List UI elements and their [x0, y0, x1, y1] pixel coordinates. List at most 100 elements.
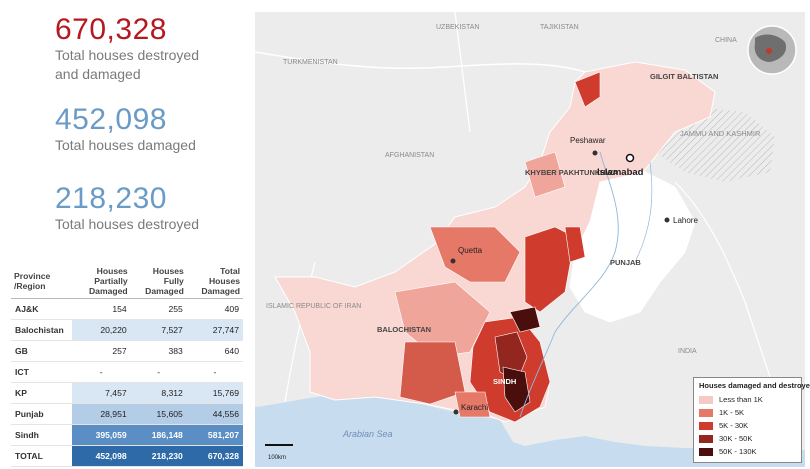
- table-row: KP 7,457 8,312 15,769: [11, 382, 243, 404]
- capital-marker: [625, 153, 635, 163]
- district-region: [502, 366, 531, 413]
- country-label: TURKMENISTAN: [283, 59, 338, 66]
- fully-cell: 383: [130, 340, 187, 362]
- province-cell: Balochistan: [11, 319, 72, 341]
- sea-label: Arabian Sea: [342, 429, 393, 439]
- stat-label: Total houses damaged: [55, 137, 196, 153]
- country-label: ISLAMIC REPUBLIC OF IRAN: [266, 303, 361, 310]
- col-header-province: Province /Region: [11, 264, 72, 299]
- legend-label: 30K - 50K: [719, 434, 753, 443]
- table-body: AJ&K 154 255 409 Balochistan 20,220 7,527 27,74…: [11, 298, 243, 467]
- table-row: Sindh 395,059 186,148 581,207: [11, 424, 243, 446]
- table-row: Punjab 28,951 15,605 44,556: [11, 403, 243, 425]
- partial-cell: 154: [71, 298, 131, 320]
- fully-cell: 218,230: [130, 445, 187, 467]
- table-row: GB 257 383 640: [11, 340, 243, 362]
- legend-item: 5K - 30K: [699, 419, 796, 432]
- border-line: [674, 181, 776, 393]
- table-header-row: Province /Region Houses Partially Damage…: [11, 264, 243, 299]
- stat-label: and damaged: [55, 66, 141, 82]
- country-label: TAJIKISTAN: [540, 24, 579, 31]
- city-marker: [453, 409, 459, 415]
- table-row: ICT - - -: [11, 361, 243, 383]
- city-marker: [450, 258, 456, 264]
- partial-cell: 452,098: [71, 445, 131, 467]
- legend-item: 1K - 5K: [699, 406, 796, 419]
- legend-label: 50K - 130K: [719, 447, 757, 456]
- province-cell: ICT: [11, 361, 72, 383]
- legend-item: Less than 1K: [699, 393, 796, 406]
- legend-swatch: [699, 447, 713, 456]
- district-region: [429, 226, 521, 283]
- province-cell: GB: [11, 340, 72, 362]
- province-cell: KP: [11, 382, 72, 404]
- table-row: AJ&K 154 255 409: [11, 298, 243, 320]
- col-header-partial: Houses Partially Damaged: [71, 264, 131, 299]
- region-label: BALOCHISTAN: [377, 325, 431, 334]
- fully-cell: 186,148: [130, 424, 187, 446]
- total-cell: -: [186, 361, 243, 383]
- table-row: Balochistan 20,220 7,527 27,747: [11, 319, 243, 341]
- district-region: [524, 151, 566, 198]
- district-region: [509, 306, 541, 333]
- legend-label: 1K - 5K: [719, 408, 745, 417]
- total-cell: 15,769: [186, 382, 243, 404]
- city-label: Karachi: [461, 403, 488, 412]
- country-label: CHINA: [715, 37, 737, 44]
- district-region: [564, 226, 586, 263]
- city-label: Lahore: [673, 216, 698, 225]
- city-label: Islamabad: [597, 167, 644, 178]
- globe-landmass: [754, 34, 787, 62]
- city-label: Peshawar: [570, 136, 606, 145]
- country-label: UZBEKISTAN: [436, 24, 479, 31]
- globe-location: [766, 48, 772, 54]
- col-header-fully: Houses Fully Damaged: [130, 264, 187, 299]
- fully-cell: 255: [130, 298, 187, 320]
- total-cell: 27,747: [186, 319, 243, 341]
- border-line: [454, 12, 471, 133]
- country-label: INDIA: [678, 348, 697, 355]
- table-row: TOTAL 452,098 218,230 670,328: [11, 445, 243, 467]
- stat-value: 218,230: [55, 182, 167, 215]
- region-label: KHYBER PAKHTUNKHWA: [525, 168, 618, 177]
- stat-total-damaged: 452,098 Total houses damaged: [55, 104, 196, 155]
- scale-label: 100km: [268, 455, 286, 461]
- region-label: GILGIT BALTISTAN: [650, 72, 718, 81]
- region-label: SINDH: [493, 377, 516, 386]
- partial-cell: 7,457: [71, 382, 131, 404]
- stat-label: Total houses destroyed: [55, 47, 199, 63]
- district-region: [399, 341, 466, 405]
- country-label: AFGHANISTAN: [385, 152, 434, 159]
- partial-cell: -: [71, 361, 131, 383]
- map-canvas: UZBEKISTAN TAJIKISTAN TURKMENISTAN AFGHA…: [255, 12, 805, 467]
- map-legend: Houses damaged and destroyed Less than 1…: [693, 377, 810, 463]
- total-cell: 44,556: [186, 403, 243, 425]
- stat-total-destroyed: 218,230 Total houses destroyed: [55, 183, 199, 234]
- river: [634, 161, 653, 263]
- city-label: Quetta: [458, 246, 483, 255]
- region-label: PUNJAB: [610, 258, 641, 267]
- stat-value: 452,098: [55, 103, 167, 136]
- map: UZBEKISTAN TAJIKISTAN TURKMENISTAN AFGHA…: [255, 12, 805, 467]
- legend-items: Less than 1K 1K - 5K 5K - 30K 30K - 50K 50K …: [699, 393, 796, 458]
- stat-total-destroyed-damaged: 670,328 Total houses destroyed and damag…: [55, 14, 199, 84]
- total-cell: 409: [186, 298, 243, 320]
- district-region: [454, 391, 491, 418]
- legend-item: 30K - 50K: [699, 432, 796, 445]
- fully-cell: -: [130, 361, 187, 383]
- river: [519, 151, 619, 418]
- partial-cell: 257: [71, 340, 131, 362]
- region-label: JAMMU AND KASHMIR: [680, 129, 761, 138]
- stat-label: Total houses destroyed: [55, 216, 199, 232]
- damage-table: Province /Region Houses Partially Damage…: [11, 264, 243, 467]
- total-cell: 640: [186, 340, 243, 362]
- fully-cell: 7,527: [130, 319, 187, 341]
- summary-panel: 670,328 Total houses destroyed and damag…: [0, 0, 248, 469]
- sea: [255, 393, 805, 467]
- province-cell: TOTAL: [11, 445, 72, 467]
- district-region: [394, 281, 491, 358]
- district-region: [524, 226, 576, 313]
- col-header-total: Total Houses Damaged: [186, 264, 243, 299]
- legend-label: 5K - 30K: [719, 421, 749, 430]
- legend-swatch: [699, 395, 713, 404]
